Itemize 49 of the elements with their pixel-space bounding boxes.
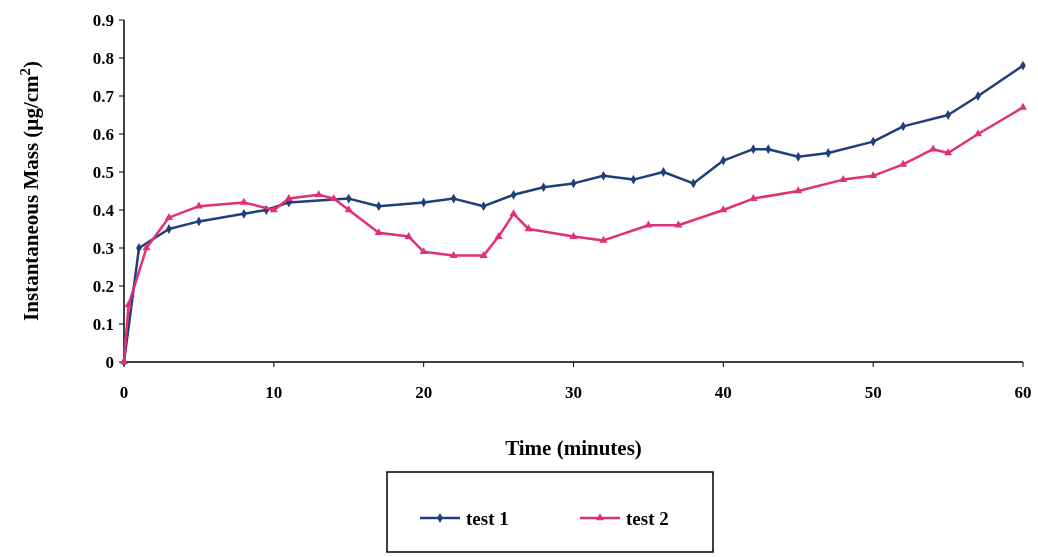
x-tick-label: 60 — [1014, 383, 1032, 402]
point — [329, 193, 338, 201]
y-tick-label: 0.6 — [92, 124, 114, 144]
point — [142, 243, 151, 251]
point — [524, 224, 533, 232]
y-tick-label: 0.8 — [92, 48, 114, 68]
y-tick-label: 0.5 — [92, 162, 114, 182]
point — [644, 220, 653, 228]
y-tick-label: 0.9 — [92, 10, 114, 30]
point — [344, 205, 353, 213]
point — [839, 174, 848, 182]
point — [164, 212, 173, 220]
y-tick-label: 0.1 — [92, 314, 114, 334]
legend-label: test 1 — [466, 507, 509, 529]
point — [479, 250, 488, 258]
point — [494, 231, 503, 239]
point — [449, 250, 458, 258]
x-tick-label: 50 — [864, 383, 882, 402]
point — [719, 205, 728, 213]
x-tick-label: 10 — [265, 383, 283, 402]
point — [314, 190, 323, 198]
y-tick-label: 0.4 — [92, 200, 115, 220]
point — [284, 193, 293, 201]
point — [599, 235, 608, 243]
x-tick-label: 0 — [119, 383, 129, 402]
point — [419, 247, 428, 255]
point — [660, 167, 667, 177]
point — [974, 129, 983, 137]
x-tick-label: 30 — [565, 383, 582, 402]
x-tick-label: 40 — [714, 383, 732, 402]
point — [404, 231, 413, 239]
y-tick-label: 0.3 — [92, 238, 114, 258]
point — [825, 148, 832, 158]
point — [929, 144, 938, 152]
point — [749, 193, 758, 201]
point — [869, 171, 878, 179]
y-tick-label: 0.7 — [92, 86, 115, 106]
point — [899, 159, 908, 167]
y-tick-label: 0.2 — [92, 276, 114, 296]
point — [239, 197, 248, 205]
x-tick-label: 20 — [415, 383, 433, 402]
point — [194, 201, 203, 209]
point — [509, 209, 518, 217]
y-tick-label: 0 — [105, 352, 114, 372]
point — [374, 228, 383, 236]
point — [569, 231, 578, 239]
point — [674, 220, 683, 228]
x-axis-title: Time (minutes) — [505, 436, 642, 460]
legend-label: test 2 — [626, 507, 669, 529]
